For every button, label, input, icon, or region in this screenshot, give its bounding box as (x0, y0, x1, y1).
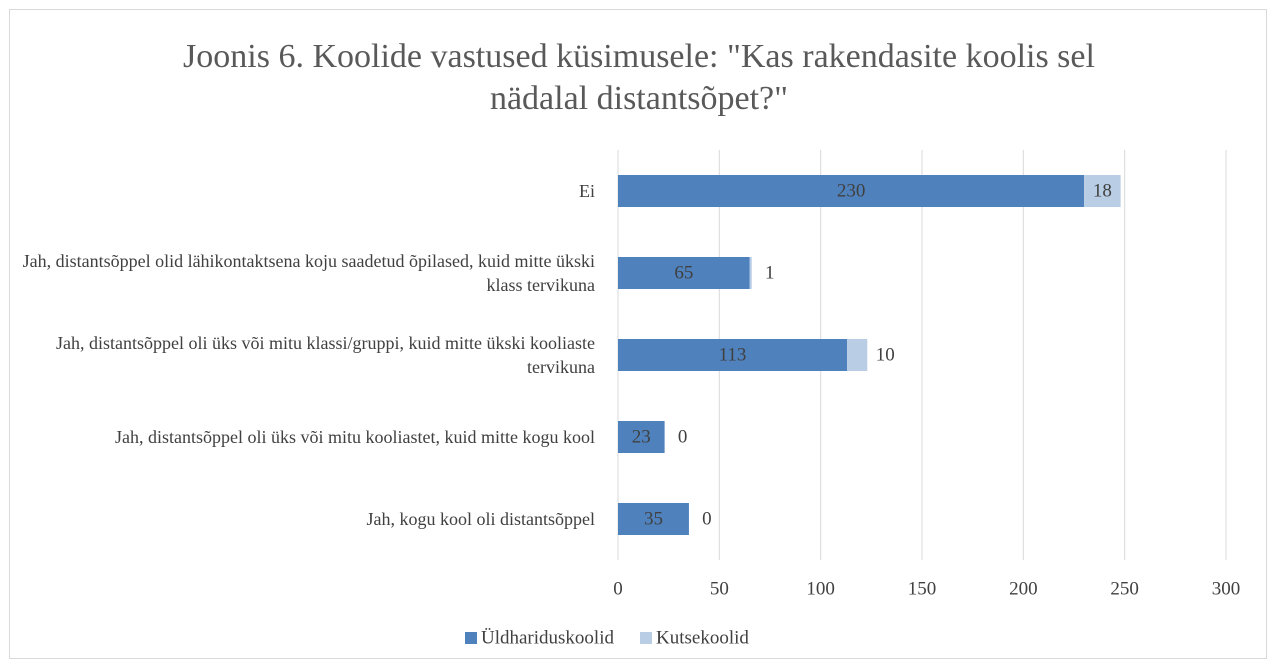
bar (618, 257, 750, 289)
x-tick-label: 50 (710, 578, 729, 599)
bar (618, 339, 848, 371)
data-label: 0 (702, 508, 712, 529)
data-label: 18 (1093, 180, 1112, 201)
bar (618, 503, 689, 535)
chart-border (9, 9, 1267, 659)
legend-swatch (640, 632, 652, 644)
data-label: 65 (674, 262, 693, 283)
chart-title: Joonis 6. Koolide vastused küsimusele: "… (183, 38, 1095, 117)
bar (749, 257, 752, 289)
data-label: 1 (765, 262, 775, 283)
data-label: 0 (678, 426, 688, 447)
data-label: 10 (876, 344, 895, 365)
bar (618, 421, 665, 453)
data-label: 23 (632, 426, 651, 447)
x-tick-label: 0 (613, 578, 623, 599)
x-tick-label: 200 (1009, 578, 1038, 599)
data-label: 230 (837, 180, 866, 201)
data-label: 113 (719, 344, 747, 365)
x-tick-label: 100 (806, 578, 835, 599)
x-tick-label: 250 (1110, 578, 1139, 599)
bar (618, 175, 1085, 207)
y-tick-label: Ei (579, 181, 595, 201)
legend-label: Üldhariduskoolid (481, 627, 614, 648)
x-tick-label: 300 (1212, 578, 1241, 599)
legend-label: Kutsekoolid (656, 627, 749, 648)
bar (1084, 175, 1121, 207)
y-tick-label: Jah, distantsõppel oli üks või mitu klas… (56, 333, 595, 377)
bar (847, 339, 868, 371)
y-tick-label: Jah, distantsõppel olid lähikontaktsena … (22, 251, 595, 295)
data-label: 35 (644, 508, 663, 529)
y-tick-label: Jah, kogu kool oli distantsõppel (366, 509, 596, 529)
x-tick-label: 150 (908, 578, 937, 599)
y-tick-label: Jah, distantsõppel oli üks või mitu kool… (115, 427, 595, 447)
legend-swatch (465, 632, 477, 644)
